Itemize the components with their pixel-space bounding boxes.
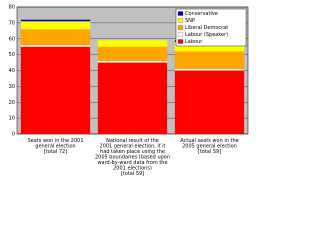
legend-label: Labour (Speaker) bbox=[185, 32, 228, 38]
bar-segment bbox=[97, 46, 168, 61]
y-tick-label: 50 bbox=[9, 52, 15, 58]
bar-segment bbox=[20, 21, 91, 30]
x-tick-label: Actual seats won in the 2005 general elec… bbox=[180, 138, 238, 155]
y-tick-label: 70 bbox=[9, 20, 15, 26]
legend-label: Labour bbox=[185, 39, 203, 45]
bar-segment bbox=[97, 40, 168, 47]
legend-swatch bbox=[177, 32, 184, 37]
chart: 0 10 20 30 40 50 60 70 80 Seats won in the 2001 ge… bbox=[9, 5, 249, 177]
x-tick-label: National result of the 2001 general elect… bbox=[95, 138, 170, 177]
y-tick-label: 30 bbox=[9, 84, 15, 90]
bar-segment bbox=[20, 29, 91, 46]
bar-segment bbox=[174, 41, 245, 52]
bar-segment bbox=[97, 62, 168, 134]
legend-label: Liberal Democrat bbox=[185, 25, 228, 31]
legend-label: SNP bbox=[185, 18, 195, 24]
bar-segment bbox=[174, 51, 245, 69]
legend-swatch bbox=[177, 39, 184, 44]
legend-swatch bbox=[177, 25, 184, 30]
bar-segment bbox=[174, 68, 245, 71]
legend-box bbox=[175, 8, 247, 47]
page: 0 10 20 30 40 50 60 70 80 Seats won in the 2001 ge… bbox=[8, 4, 249, 177]
y-tick-label: 0 bbox=[12, 132, 15, 138]
bar-segment bbox=[174, 70, 245, 134]
legend-swatch bbox=[177, 11, 184, 16]
x-tick-label: Seats won in the 2001 general election [to… bbox=[27, 138, 83, 155]
y-tick-label: 20 bbox=[9, 100, 15, 106]
bar-segment bbox=[97, 60, 168, 63]
y-tick-label: 80 bbox=[9, 5, 15, 11]
legend-label: Conservative bbox=[185, 11, 218, 17]
y-tick-label: 10 bbox=[9, 116, 15, 122]
y-tick-label: 40 bbox=[9, 68, 15, 74]
legend-swatch bbox=[177, 18, 184, 23]
bar-segment bbox=[20, 19, 91, 22]
bar-segment bbox=[20, 45, 91, 47]
bar-segment bbox=[20, 46, 91, 134]
y-tick-label: 60 bbox=[9, 36, 15, 42]
